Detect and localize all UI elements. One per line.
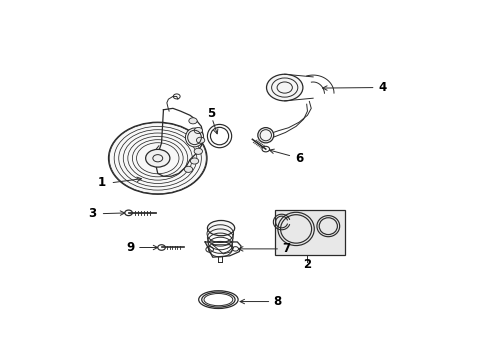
Text: 8: 8 [272, 295, 281, 308]
Circle shape [194, 127, 202, 134]
Text: 5: 5 [206, 107, 215, 120]
Circle shape [190, 158, 198, 164]
Ellipse shape [185, 128, 203, 147]
Text: 2: 2 [303, 258, 311, 271]
Text: 7: 7 [282, 242, 290, 255]
Ellipse shape [207, 220, 234, 236]
Text: 6: 6 [294, 152, 303, 165]
Text: 4: 4 [378, 81, 386, 94]
Ellipse shape [257, 127, 273, 143]
Circle shape [196, 137, 204, 143]
Circle shape [108, 122, 206, 194]
Circle shape [194, 148, 202, 154]
Circle shape [188, 118, 197, 124]
Text: 9: 9 [126, 241, 134, 254]
Text: 3: 3 [88, 207, 96, 220]
Circle shape [184, 166, 192, 172]
Circle shape [145, 149, 169, 167]
Text: 1: 1 [98, 176, 106, 189]
Bar [275, 210, 345, 255]
Circle shape [266, 74, 302, 101]
